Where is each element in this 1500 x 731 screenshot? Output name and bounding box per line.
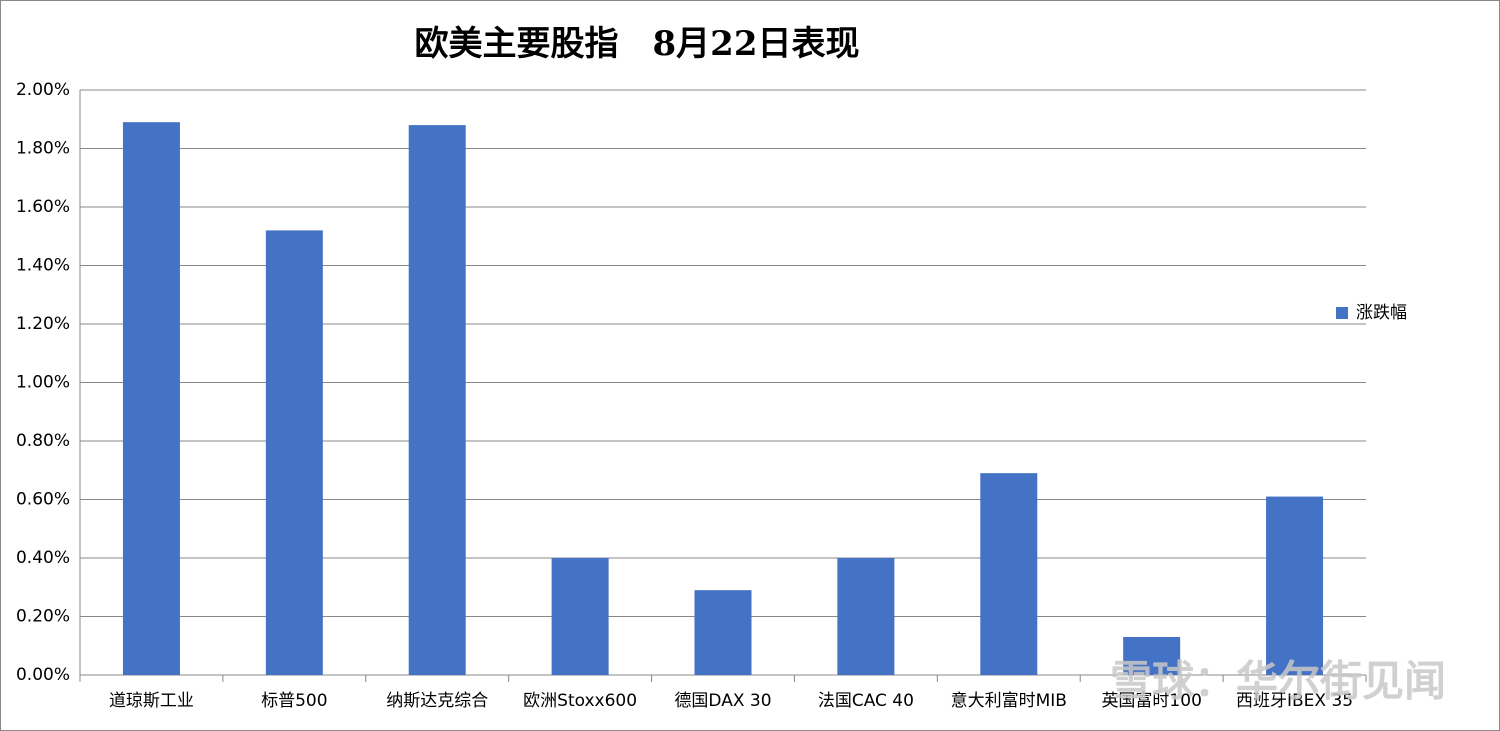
y-tick-label: 0.60% [16, 490, 70, 510]
y-tick-label: 1.20% [16, 314, 70, 334]
bar [122, 122, 180, 676]
bar [1123, 636, 1181, 675]
legend-swatch [1336, 307, 1348, 319]
bar [408, 125, 466, 676]
bar [980, 473, 1038, 675]
x-tick-label: 英国富时100 [1101, 691, 1201, 711]
y-tick-label: 1.00% [16, 373, 70, 393]
y-tick-label: 0.00% [16, 665, 70, 685]
y-tick-label: 0.80% [16, 431, 70, 451]
legend-label: 涨跌幅 [1356, 303, 1407, 323]
bar [1266, 496, 1324, 675]
bar [694, 590, 752, 675]
y-tick-label: 2.00% [16, 80, 70, 100]
x-tick-label: 欧洲Stoxx600 [523, 691, 637, 711]
x-tick-label: 意大利富时MIB [951, 691, 1067, 711]
bar [837, 558, 895, 675]
x-tick-label: 法国CAC 40 [818, 691, 914, 711]
bar [265, 230, 323, 675]
y-tick-label: 1.80% [16, 139, 70, 159]
x-tick-label: 标普500 [261, 691, 327, 711]
y-tick-label: 1.60% [16, 197, 70, 217]
y-tick-label: 0.20% [16, 607, 70, 627]
x-tick-label: 道琼斯工业 [109, 691, 194, 711]
chart-title: 欧美主要股指 8月22日表现 [415, 24, 860, 64]
watermark: 雪球：华尔街见闻 [1110, 657, 1446, 706]
bar [551, 558, 609, 675]
x-tick-label: 纳斯达克综合 [386, 691, 488, 711]
y-tick-label: 0.40% [16, 548, 70, 568]
y-tick-label: 1.40% [16, 256, 70, 276]
x-tick-label: 德国DAX 30 [674, 691, 771, 711]
x-tick-label: 西班牙IBEX 35 [1236, 691, 1353, 711]
